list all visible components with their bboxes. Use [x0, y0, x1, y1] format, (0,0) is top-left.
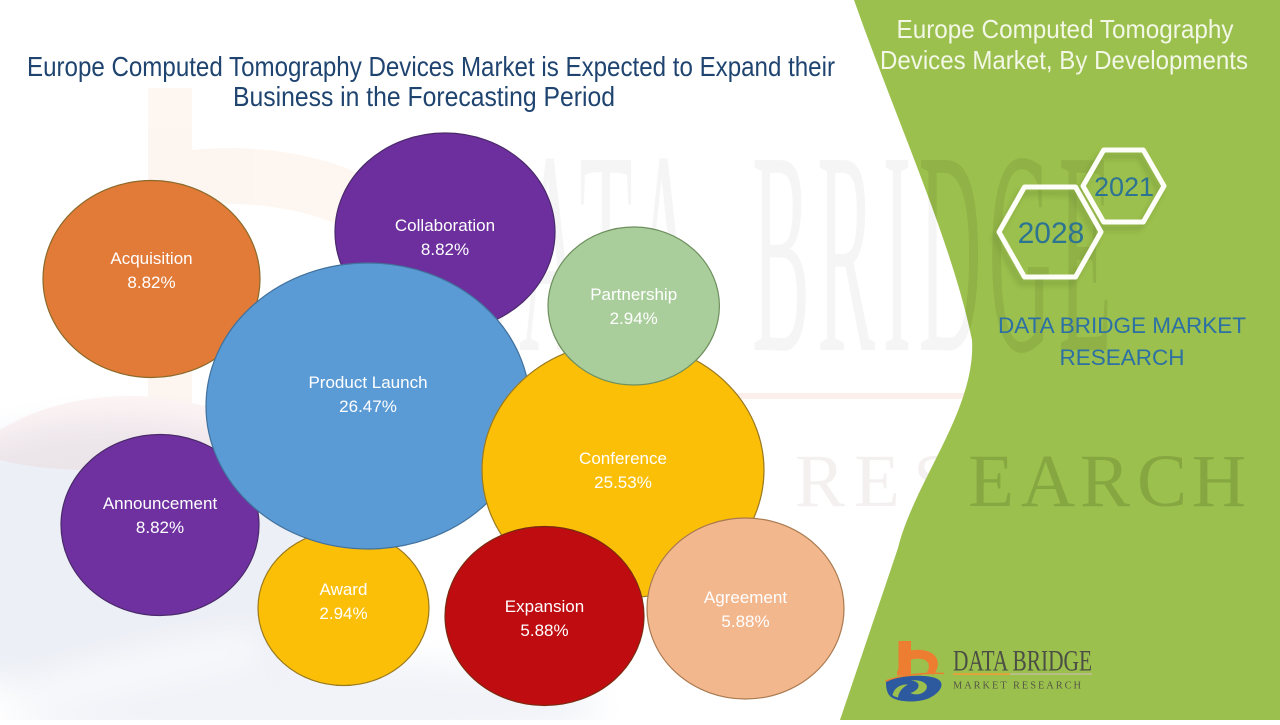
- svg-text:2.94%: 2.94%: [610, 309, 658, 328]
- svg-text:Announcement: Announcement: [103, 494, 218, 513]
- svg-text:Acquisition: Acquisition: [110, 249, 192, 268]
- svg-text:26.47%: 26.47%: [339, 397, 397, 416]
- svg-text:Award: Award: [320, 580, 368, 599]
- svg-text:2028: 2028: [1018, 217, 1085, 250]
- svg-text:8.82%: 8.82%: [136, 518, 184, 537]
- svg-text:H: H: [1192, 440, 1246, 523]
- svg-text:MARKET RESEARCH: MARKET RESEARCH: [953, 681, 1083, 692]
- svg-text:RESEARCH: RESEARCH: [1059, 345, 1184, 370]
- svg-text:5.88%: 5.88%: [520, 621, 568, 640]
- svg-text:R: R: [795, 440, 845, 523]
- svg-text:Devices Market, By Development: Devices Market, By Developments: [880, 45, 1248, 75]
- svg-text:Europe Computed Tomography Dev: Europe Computed Tomography Devices Marke…: [27, 51, 835, 82]
- svg-text:E: E: [968, 440, 1014, 523]
- svg-text:A: A: [1021, 440, 1075, 523]
- svg-text:Partnership: Partnership: [590, 285, 677, 304]
- svg-text:E: E: [854, 440, 900, 523]
- svg-text:Europe Computed Tomography: Europe Computed Tomography: [897, 14, 1234, 44]
- svg-text:8.82%: 8.82%: [421, 240, 469, 259]
- svg-text:Conference: Conference: [579, 449, 667, 468]
- svg-text:Expansion: Expansion: [505, 597, 584, 616]
- svg-text:5.88%: 5.88%: [721, 612, 769, 631]
- svg-text:Product Launch: Product Launch: [308, 373, 427, 392]
- svg-text:R: R: [1080, 440, 1130, 523]
- svg-text:25.53%: 25.53%: [594, 473, 652, 492]
- svg-text:2.94%: 2.94%: [319, 604, 367, 623]
- svg-text:Agreement: Agreement: [704, 588, 787, 607]
- svg-text:DATA BRIDGE MARKET: DATA BRIDGE MARKET: [998, 313, 1246, 338]
- svg-text:Collaboration: Collaboration: [395, 216, 495, 235]
- svg-text:2021: 2021: [1094, 172, 1154, 202]
- svg-text:C: C: [1137, 440, 1187, 523]
- svg-text:8.82%: 8.82%: [127, 273, 175, 292]
- svg-text:DATA BRIDGE: DATA BRIDGE: [953, 645, 1092, 678]
- svg-text:Business in the Forecasting Pe: Business in the Forecasting Period: [233, 81, 615, 112]
